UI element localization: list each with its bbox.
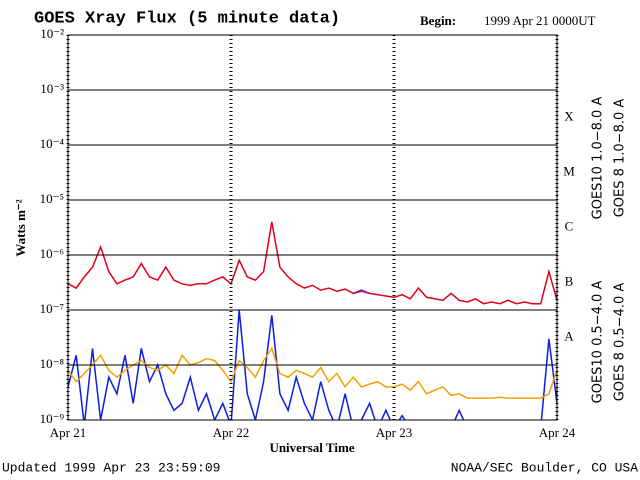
x-tick-label: Apr 21: [50, 425, 86, 440]
y-tick-label: 10⁻²: [40, 26, 64, 41]
class-label: A: [564, 328, 574, 343]
y-tick-label: 10⁻⁵: [40, 191, 64, 206]
series-line: [68, 309, 557, 420]
class-label: M: [563, 163, 575, 178]
footer-left: Updated 1999 Apr 23 23:59:09: [2, 460, 220, 475]
begin-value: 1999 Apr 21 0000UT: [484, 13, 596, 28]
x-axis-label: Universal Time: [269, 440, 354, 455]
x-tick-label: Apr 22: [213, 425, 249, 440]
plot-frame: [67, 34, 558, 421]
legend-label: GOES10 0.5−4.0 A: [591, 281, 606, 404]
begin-label: Begin:: [420, 13, 456, 28]
footer-right: NOAA/SEC Boulder, CO USA: [451, 460, 638, 475]
y-tick-label: 10⁻⁹: [40, 411, 65, 426]
y-tick-label: 10⁻⁷: [40, 301, 64, 316]
y-tick-label: 10⁻³: [40, 81, 64, 96]
y-tick-label: 10⁻⁴: [40, 136, 65, 151]
y-tick-label: 10⁻⁸: [40, 356, 65, 371]
legend-label: GOES 8 1.0−8.0 A: [613, 99, 628, 218]
legend-label: GOES 8 0.5−4.0 A: [613, 283, 628, 402]
class-label: C: [565, 218, 574, 233]
y-axis-label: Watts m⁻²: [13, 199, 28, 256]
legend-label: GOES10 1.0−8.0 A: [591, 97, 606, 220]
x-tick-label: Apr 23: [376, 425, 412, 440]
chart-title: GOES Xray Flux (5 minute data): [34, 9, 340, 28]
class-label: X: [564, 108, 574, 123]
x-tick-label: Apr 24: [539, 425, 576, 440]
class-label: B: [565, 273, 574, 288]
series-line: [353, 289, 370, 295]
plot-area: [68, 221, 557, 420]
series-line: [68, 346, 557, 399]
y-tick-label: 10⁻⁶: [40, 246, 64, 261]
series-line: [68, 221, 557, 305]
